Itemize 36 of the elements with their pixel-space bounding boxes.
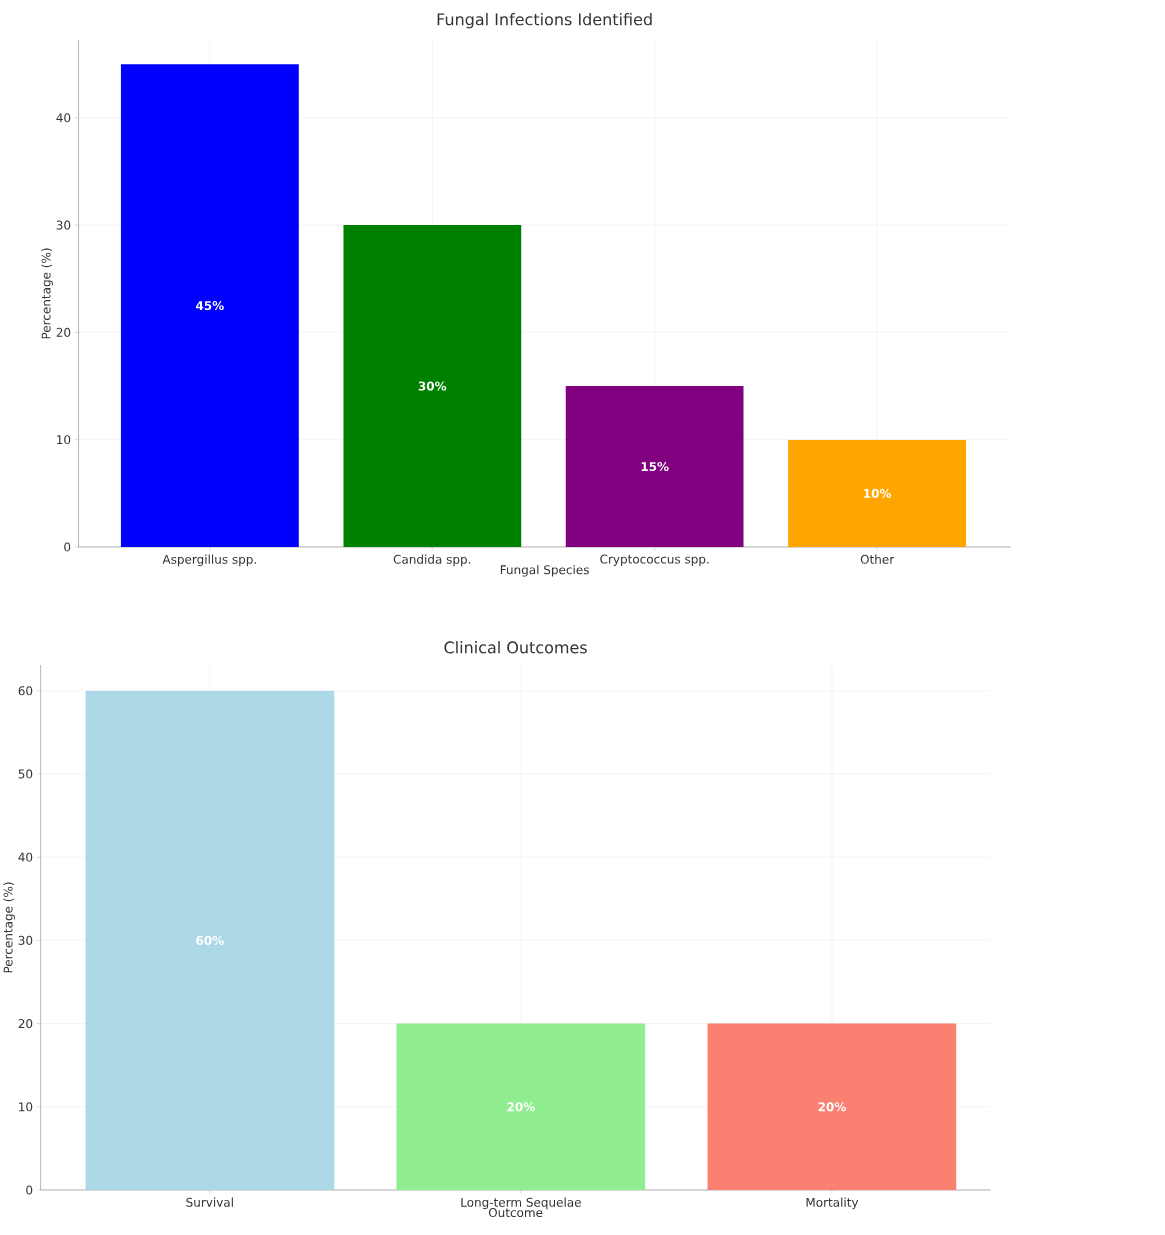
data-label: 15% (641, 461, 669, 472)
x-tick-label: Candida spp. (393, 554, 471, 567)
y-tick-label: 0 (26, 1185, 33, 1195)
x-tick-label: Mortality (806, 1197, 859, 1210)
y-tick-label: 0 (64, 542, 71, 552)
y-tick-label: 60 (18, 686, 33, 696)
y-tick-label: 10 (19, 1102, 33, 1112)
y-axis-title: Percentage (%) (3, 882, 16, 973)
data-label: 10% (864, 488, 892, 498)
bar (343, 225, 522, 547)
y-tick-label: 20 (18, 1019, 33, 1029)
y-tick-label: 30 (56, 220, 71, 230)
y-tick-label: 10 (57, 435, 71, 445)
y-tick-label: 50 (18, 769, 33, 779)
y-tick-label: 20 (56, 327, 71, 337)
x-axis-title: Outcome (488, 1208, 543, 1218)
y-axis-title: Percentage (%) (41, 248, 54, 339)
bar (565, 386, 744, 547)
chart-title: Clinical Outcomes (444, 641, 587, 654)
chart-title: Fungal Infections Identified (437, 12, 652, 29)
x-tick-label: Other (860, 554, 895, 564)
x-tick-label: Long-term Sequelae (461, 1197, 582, 1210)
data-label: 30% (418, 381, 447, 391)
data-label: 60% (196, 935, 224, 945)
y-tick-label: 30 (18, 935, 33, 945)
data-label: 20% (507, 1102, 535, 1112)
data-label: 45% (196, 301, 224, 311)
y-tick-label: 40 (56, 113, 71, 123)
y-tick-label: 40 (18, 852, 33, 862)
x-tick-label: Survival (186, 1197, 233, 1207)
x-axis-title: Fungal Species (500, 565, 589, 577)
x-tick-label: Aspergillus spp. (162, 554, 257, 567)
bar (788, 439, 967, 547)
bar (120, 64, 299, 547)
data-label: 20% (818, 1102, 847, 1112)
x-tick-label: Cryptococcus spp. (600, 554, 709, 566)
